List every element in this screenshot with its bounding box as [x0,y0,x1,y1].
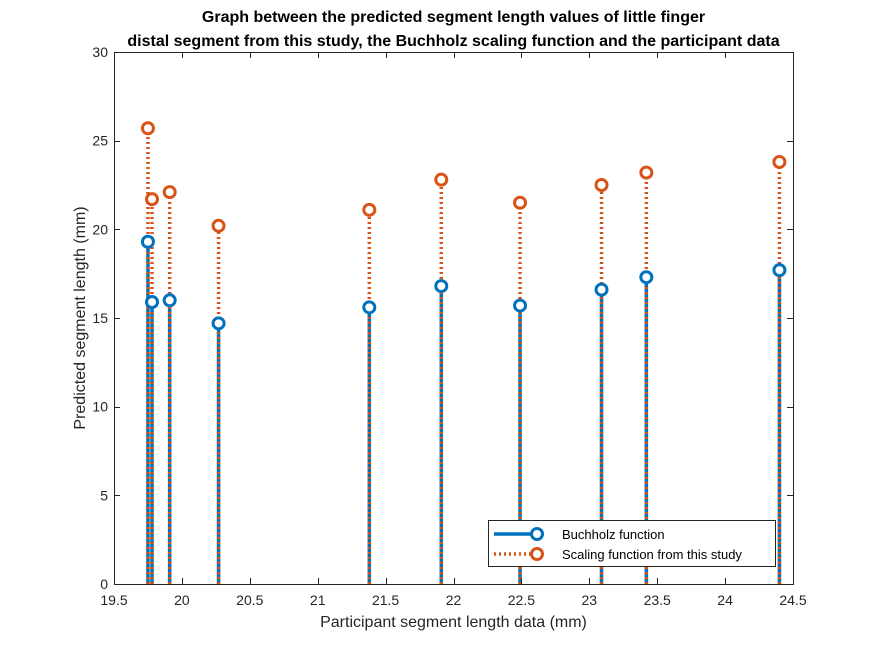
legend-swatch-marker-scaling [530,547,544,561]
marker-buchholz [772,263,787,278]
x-tick-label: 24.5 [779,592,806,608]
legend-swatch-marker-buchholz [530,527,544,541]
x-tick-label: 23 [582,592,598,608]
marker-buchholz [162,293,177,308]
stem-markers [140,121,787,331]
marker-scaling [211,218,226,233]
legend-label-buchholz: Buchholz function [562,527,665,542]
marker-buchholz [362,300,377,315]
marker-buchholz [639,270,654,285]
x-tick-label: 20 [174,592,190,608]
plot-area [114,52,793,584]
x-tick-label: 20.5 [236,592,263,608]
marker-buchholz [434,279,449,294]
marker-scaling [639,165,654,180]
marker-scaling [513,195,528,210]
y-tick-label: 25 [92,133,108,149]
marker-scaling [145,192,160,207]
marker-scaling [594,178,609,192]
x-tick-label: 21 [310,592,326,608]
x-tick-label: 23.5 [644,592,671,608]
marker-buchholz [145,295,160,310]
marker-scaling [772,154,787,169]
y-tick-label: 0 [100,576,108,592]
y-tick-label: 10 [92,399,108,415]
marker-scaling [162,185,177,200]
chart-title-line-2: distal segment from this study, the Buch… [127,33,779,50]
y-axis-label: Predicted segment length (mm) [72,206,89,429]
x-tick-label: 22.5 [508,592,535,608]
axis-ticks: 19.5 20 20.5 21 21.5 22 22.5 23 23.5 24 24.5 0 5 10 15… [92,44,806,608]
marker-buchholz [211,316,226,331]
x-tick-label: 21.5 [372,592,399,608]
marker-buchholz [513,298,528,313]
stem-lines [146,128,782,584]
marker-scaling [434,172,449,187]
y-tick-label: 30 [92,44,108,60]
chart-title-line-1: Graph between the predicted segment leng… [202,9,705,26]
x-tick-label: 22 [446,592,462,608]
x-tick-label: 24 [717,592,733,608]
y-tick-label: 15 [92,310,108,326]
legend-label-scaling: Scaling function from this study [562,547,742,562]
marker-scaling [140,121,155,136]
y-tick-label: 5 [100,487,108,503]
legend: Buchholz function Scaling function from … [488,520,776,567]
marker-buchholz [594,282,609,297]
x-axis-label: Participant segment length data (mm) [320,614,587,631]
marker-buchholz [140,234,155,249]
y-tick-label: 20 [92,221,108,237]
x-tick-label: 19.5 [100,592,127,608]
marker-scaling [362,202,377,217]
